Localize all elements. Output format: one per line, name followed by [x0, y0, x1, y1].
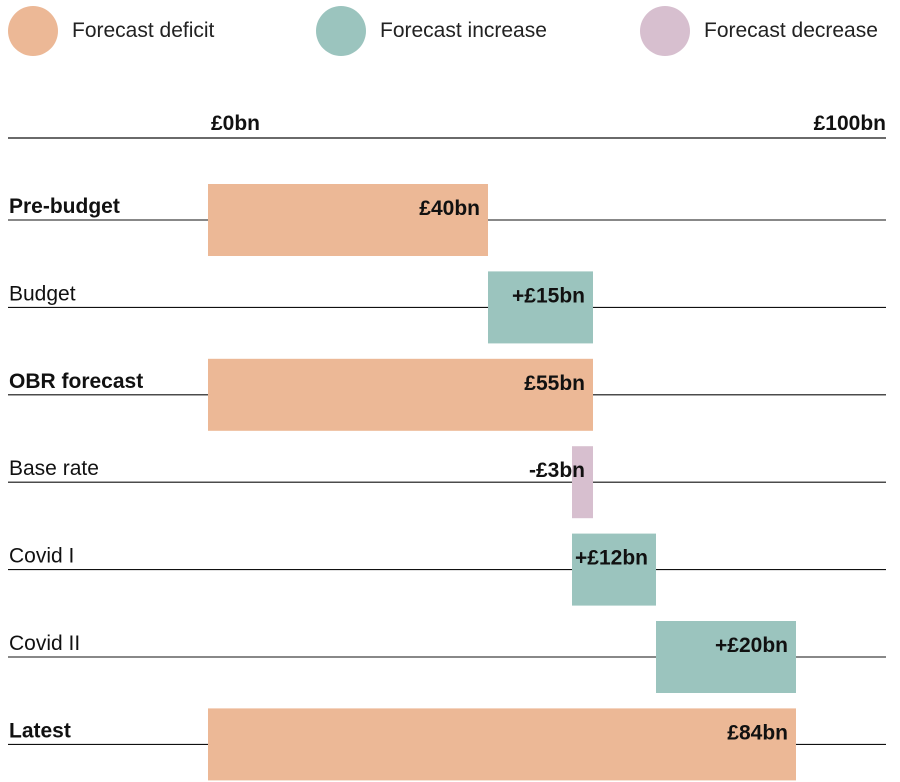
chart-rows: Pre-budget £40bn Budget +£15bn OBR forecast £… — [8, 184, 886, 781]
bar-budget — [488, 271, 593, 344]
legend-label-decrease: Forecast decrease — [704, 19, 878, 42]
bar-value-label-obr-forecast: £55bn — [524, 372, 585, 395]
row-label-pre-budget: Pre-budget — [9, 195, 120, 218]
row-label-covid-ii: Covid II — [9, 632, 80, 655]
row-label-base-rate: Base rate — [9, 457, 99, 480]
legend-item-decrease: Forecast decrease — [640, 6, 878, 56]
bar-pre-budget — [208, 184, 488, 256]
legend-swatch-decrease — [640, 6, 690, 56]
chart-legend: Forecast deficit Forecast increase Forec… — [0, 0, 900, 70]
bar-obr-forecast — [208, 358, 593, 431]
bar-value-label-latest: £84bn — [727, 721, 788, 744]
legend-swatch-increase — [316, 6, 366, 56]
legend-label-deficit: Forecast deficit — [72, 19, 215, 42]
x-tick-label-max: £100bn — [814, 112, 886, 135]
legend-item-deficit: Forecast deficit — [8, 6, 214, 56]
legend-item-increase: Forecast increase — [316, 6, 547, 56]
bar-covid-i — [572, 533, 656, 606]
x-tick-label-min: £0bn — [211, 112, 260, 135]
row-label-covid-i: Covid I — [9, 545, 74, 568]
row-label-latest: Latest — [9, 719, 71, 742]
bar-value-label-base-rate: -£3bn — [529, 459, 585, 482]
bar-latest — [208, 708, 796, 781]
bar-base-rate — [572, 446, 593, 519]
bar-value-label-covid-i: +£12bn — [575, 547, 648, 570]
bar-value-label-pre-budget: £40bn — [419, 197, 480, 220]
row-label-obr-forecast: OBR forecast — [9, 370, 143, 393]
bar-value-label-covid-ii: +£20bn — [715, 634, 788, 657]
bar-covid-ii — [656, 621, 796, 693]
row-label-budget: Budget — [9, 282, 76, 305]
legend-swatch-deficit — [8, 6, 58, 56]
legend-label-increase: Forecast increase — [380, 19, 547, 42]
bar-value-label-budget: +£15bn — [512, 284, 585, 307]
